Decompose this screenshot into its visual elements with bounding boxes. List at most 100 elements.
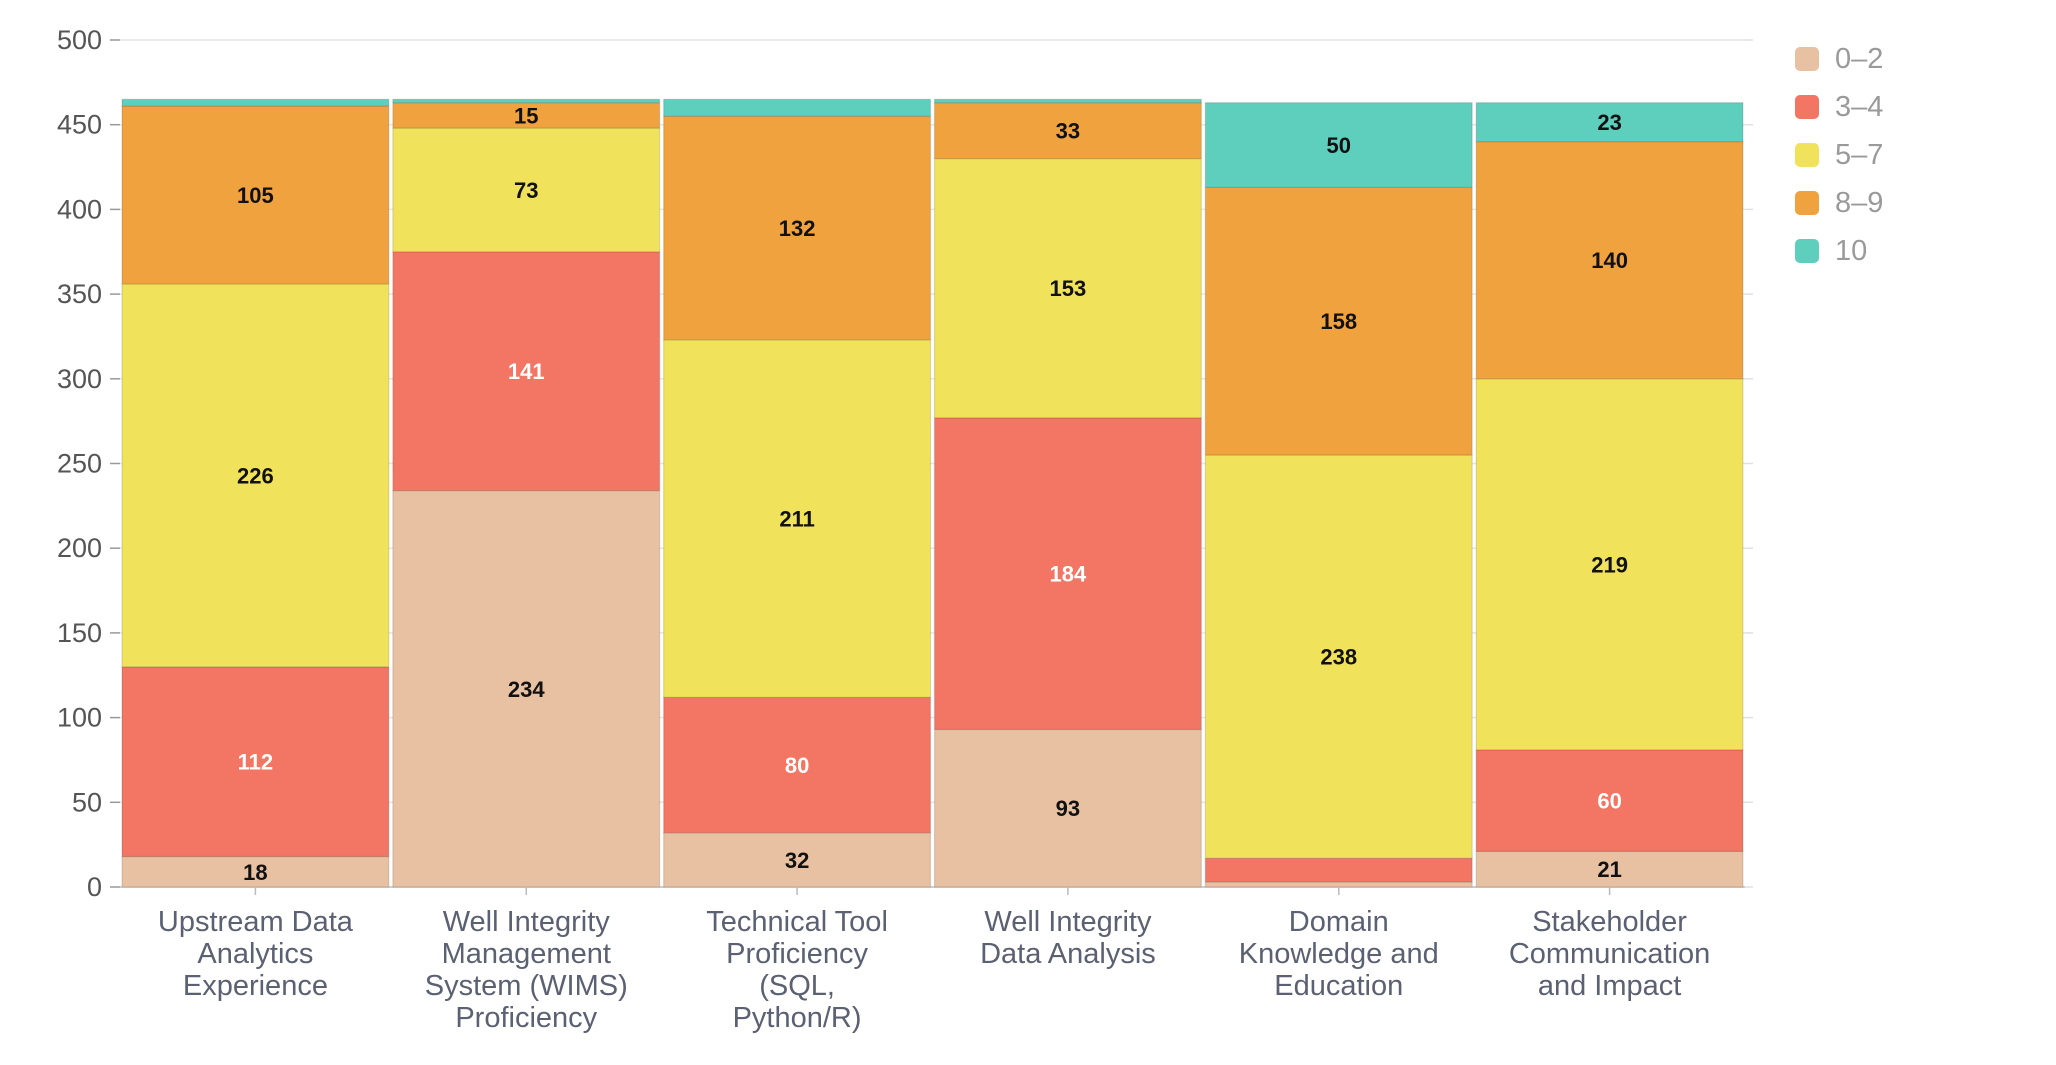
x-category-label-line: Domain: [1289, 906, 1389, 938]
legend-swatch: [1795, 191, 1819, 215]
bar-segment: [1475, 749, 1744, 853]
bar-value-label: 211: [779, 507, 815, 532]
bar-segment: [392, 251, 661, 492]
bar-value-label: 132: [779, 216, 816, 241]
bar-value-label: 93: [1056, 796, 1080, 821]
bar-value-label: 105: [237, 183, 274, 208]
bar-segment: [663, 832, 932, 888]
x-category-label-line: (SQL,: [759, 970, 835, 1002]
bar-segment: [121, 105, 390, 285]
legend-entry-label: 8–9: [1835, 187, 1883, 219]
bar-segment: [933, 728, 1202, 888]
x-category-label-line: Technical Tool: [706, 906, 888, 938]
y-axis: 0 50 100 150 200 250 300 350 400 450 500: [57, 25, 1753, 902]
y-tick-label: 500: [57, 25, 102, 55]
bar-value-label: 80: [785, 753, 809, 778]
bar-segment: [933, 417, 1202, 731]
x-category-label-line: Knowledge and: [1239, 938, 1439, 970]
grid-lines: [120, 39, 1745, 888]
x-category-label-line: Data Analysis: [980, 938, 1156, 970]
x-category-label: Domain Knowledge and Education: [1239, 906, 1439, 1002]
y-tick-label: 0: [87, 872, 102, 902]
bars: 18 112 226 105 234 141 73 15 32 80 211 132 93 184 153 3…: [121, 98, 1744, 888]
legend-entry-label: 3–4: [1835, 91, 1883, 123]
y-tick-label: 300: [57, 364, 102, 394]
y-tick-label: 350: [57, 279, 102, 309]
x-category-label: Technical Tool Proficiency (SQL, Python/R): [706, 906, 888, 1034]
legend-entry-label: 5–7: [1835, 139, 1883, 171]
bar-segment: [1204, 186, 1473, 456]
x-category-label-line: Stakeholder: [1532, 906, 1687, 938]
bar-segment: [1204, 857, 1473, 883]
x-category-label-line: Upstream Data: [158, 906, 354, 938]
legend-entry-label: 10: [1835, 235, 1867, 267]
bar-segment: [1475, 141, 1744, 380]
legend-swatch: [1795, 239, 1819, 263]
bar-value-label: 141: [508, 359, 545, 384]
bar-value-label: 15: [514, 103, 538, 128]
bar-segment: [663, 339, 932, 698]
bar-segment: [663, 98, 932, 117]
bar-value-label: 234: [508, 677, 545, 702]
x-category-label-line: Python/R): [733, 1002, 862, 1034]
legend-swatch: [1795, 95, 1819, 119]
bar-value-label: 21: [1597, 857, 1621, 882]
bar-value-label: 184: [1050, 562, 1087, 587]
bar-segment: [663, 115, 932, 341]
bar-segment: [1475, 102, 1744, 143]
x-category-label-line: and Impact: [1538, 970, 1681, 1002]
x-category-label: Well Integrity Management System (WIMS) Pro…: [425, 906, 628, 1034]
x-category-label: Stakeholder Communication and Impact: [1509, 906, 1710, 1002]
legend-entry-label: 0–2: [1835, 43, 1883, 75]
y-tick-label: 450: [57, 110, 102, 140]
bar-value-label: 140: [1591, 248, 1628, 273]
bar-segment: [392, 127, 661, 253]
y-tick-label: 400: [57, 194, 102, 224]
bar-value-label: 153: [1050, 276, 1087, 301]
bar-segment: [121, 98, 390, 107]
bar-segment: [1475, 850, 1744, 888]
x-category-label-line: Communication: [1509, 938, 1710, 970]
bar-value-label: 238: [1320, 645, 1357, 670]
bar-segment: [392, 490, 661, 888]
bar-value-label: 33: [1056, 119, 1080, 144]
bar-segment: [933, 98, 1202, 104]
legend: 0–2 3–4 5–7 8–9 10: [1795, 43, 1883, 267]
bar-value-label: 226: [237, 463, 274, 488]
y-tick-label: 50: [72, 787, 102, 817]
bar-value-label: 219: [1591, 552, 1628, 577]
bar-segment: [663, 696, 932, 834]
y-tick-label: 100: [57, 703, 102, 733]
bar-segment: [121, 283, 390, 668]
bar-segment: [933, 102, 1202, 160]
x-category-label-line: Well Integrity: [984, 906, 1152, 938]
legend-swatch: [1795, 143, 1819, 167]
bar-value-label: 112: [238, 750, 274, 775]
bar-value-label: 18: [243, 860, 267, 885]
bar-value-label: 50: [1327, 133, 1351, 158]
x-axis: Upstream Data Analytics Experience Well Int…: [158, 887, 1710, 1034]
x-category-label-line: Proficiency: [726, 938, 868, 970]
x-category-label-line: Well Integrity: [443, 906, 611, 938]
bar-segment: [392, 98, 661, 104]
bar-value-label: 32: [785, 848, 809, 873]
x-category-label-line: System (WIMS): [425, 970, 628, 1002]
x-category-label-line: Education: [1274, 970, 1403, 1002]
x-category-label-line: Experience: [183, 970, 328, 1002]
y-tick-label: 150: [57, 618, 102, 648]
bar-segment: [121, 855, 390, 888]
legend-swatch: [1795, 47, 1819, 71]
y-tick-label: 200: [57, 533, 102, 563]
bar-segment: [933, 157, 1202, 419]
x-category-label-line: Proficiency: [455, 1002, 597, 1034]
x-category-label-line: Analytics: [197, 938, 313, 970]
bar-segment: [121, 666, 390, 858]
bar-value-label: 73: [514, 178, 538, 203]
bar-value-label: 23: [1597, 110, 1621, 135]
y-tick-label: 250: [57, 449, 102, 479]
bar-value-label: 60: [1597, 789, 1621, 814]
bar-value-label: 158: [1320, 309, 1357, 334]
bar-segment: [1204, 454, 1473, 859]
x-category-label: Well Integrity Data Analysis: [980, 906, 1156, 970]
